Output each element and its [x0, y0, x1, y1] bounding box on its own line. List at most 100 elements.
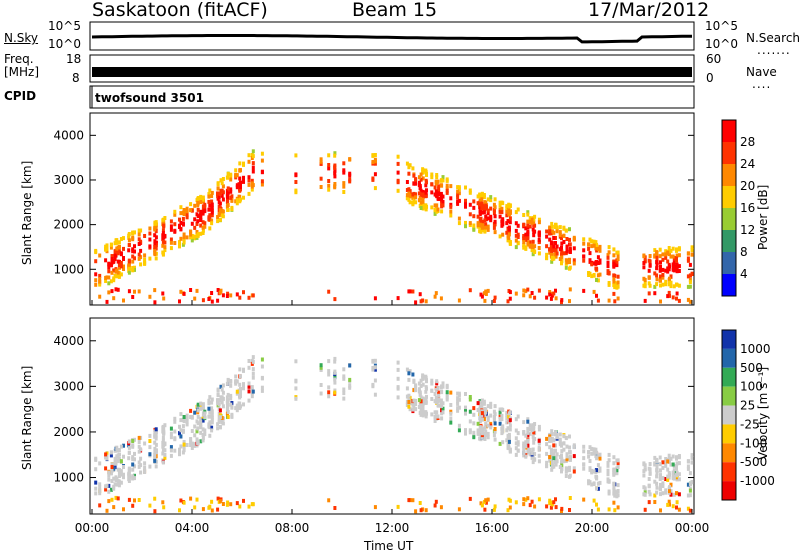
velocity-cell [445, 390, 449, 395]
velocity-cell [407, 404, 411, 409]
velocity-cell [105, 508, 109, 513]
velocity-cell [210, 409, 214, 414]
velocity-cell [598, 452, 602, 457]
velocity-cell [98, 482, 102, 487]
power-cell [560, 249, 564, 254]
power-cell [612, 261, 616, 266]
power-cell [492, 208, 496, 213]
velocity-cell [642, 473, 646, 478]
velocity-cell [675, 491, 678, 496]
power-cell [436, 192, 440, 197]
velocity-cell [560, 449, 564, 454]
power-cell [143, 260, 147, 265]
power-cell [218, 201, 222, 206]
power-cell [226, 191, 230, 196]
power-cell [169, 240, 173, 245]
velocity-cell [98, 461, 102, 466]
velocity-cell [396, 376, 400, 381]
velocity-cell [396, 367, 400, 372]
velocity-cell [500, 417, 504, 422]
velocity-cell [178, 447, 181, 452]
velocity-cell [612, 500, 616, 505]
velocity-cell [675, 461, 679, 466]
power-cell [616, 296, 620, 301]
power-cell [675, 296, 678, 301]
velocity-cell [210, 406, 214, 411]
velocity-cell [437, 390, 441, 395]
power-cell [675, 258, 678, 263]
power-cell [242, 175, 245, 180]
power-cell [675, 269, 679, 274]
power-cell [606, 269, 610, 274]
power-cell [137, 237, 141, 242]
power-cell [116, 270, 120, 275]
power-cell [480, 227, 484, 232]
velocity-cell [435, 381, 439, 386]
power-cell [478, 222, 482, 227]
velocity-cell [653, 455, 657, 460]
power-cell [675, 247, 678, 252]
power-cell [430, 175, 434, 180]
velocity-cell [537, 438, 541, 443]
velocity-cell [588, 459, 592, 463]
velocity-cell [441, 384, 445, 389]
velocity-cell [514, 500, 518, 505]
power-cell [522, 288, 526, 293]
velocity-cell [179, 418, 183, 423]
power-cell [417, 175, 421, 180]
power-cell [133, 256, 136, 261]
power-cell [661, 257, 665, 262]
colorbar-label: 28 [740, 135, 755, 149]
velocity-cell [163, 455, 167, 460]
velocity-cell [207, 505, 211, 510]
power-cell [114, 248, 118, 253]
colorbar-label: 24 [740, 157, 755, 171]
velocity-cell [659, 492, 662, 497]
power-cell [411, 289, 415, 294]
power-cell [373, 186, 377, 191]
power-cell [675, 253, 679, 258]
power-cell [178, 240, 181, 245]
power-cell [218, 290, 222, 295]
power-cell [199, 231, 203, 236]
power-cell [250, 178, 254, 183]
power-cell [508, 290, 512, 295]
velocity-cell [173, 448, 177, 453]
power-cell [161, 233, 165, 238]
velocity-cell [218, 499, 222, 504]
velocity-cell [421, 382, 425, 387]
power-cell [119, 261, 123, 265]
velocity-cell [439, 389, 443, 394]
power-cell [564, 228, 568, 233]
power-cell [493, 230, 497, 235]
velocity-cell [319, 391, 323, 396]
velocity-cell [190, 415, 194, 420]
velocity-cell [505, 420, 509, 425]
velocity-cell [110, 468, 114, 473]
power-cell [562, 240, 566, 244]
power-cell [449, 202, 453, 207]
velocity-cell [669, 462, 673, 467]
velocity-cell [445, 385, 449, 390]
velocity-cell [524, 440, 528, 445]
velocity-cell [686, 464, 690, 469]
velocity-cell [449, 409, 453, 414]
velocity-cell [675, 470, 679, 475]
velocity-cell [127, 456, 131, 461]
velocity-cell [260, 364, 264, 369]
power-cell [464, 224, 467, 229]
power-cell [675, 291, 679, 296]
power-cell [568, 260, 571, 265]
power-cell [598, 248, 602, 253]
power-cell [457, 216, 461, 221]
velocity-cell [478, 405, 482, 410]
velocity-cell [492, 409, 496, 414]
velocity-cell [237, 402, 241, 407]
power-cell [179, 211, 183, 216]
power-cell [592, 261, 596, 266]
power-cell [484, 289, 488, 294]
power-cell [148, 256, 152, 261]
velocity-cell [247, 365, 251, 370]
power-cell [260, 169, 264, 174]
power-cell [162, 223, 166, 228]
